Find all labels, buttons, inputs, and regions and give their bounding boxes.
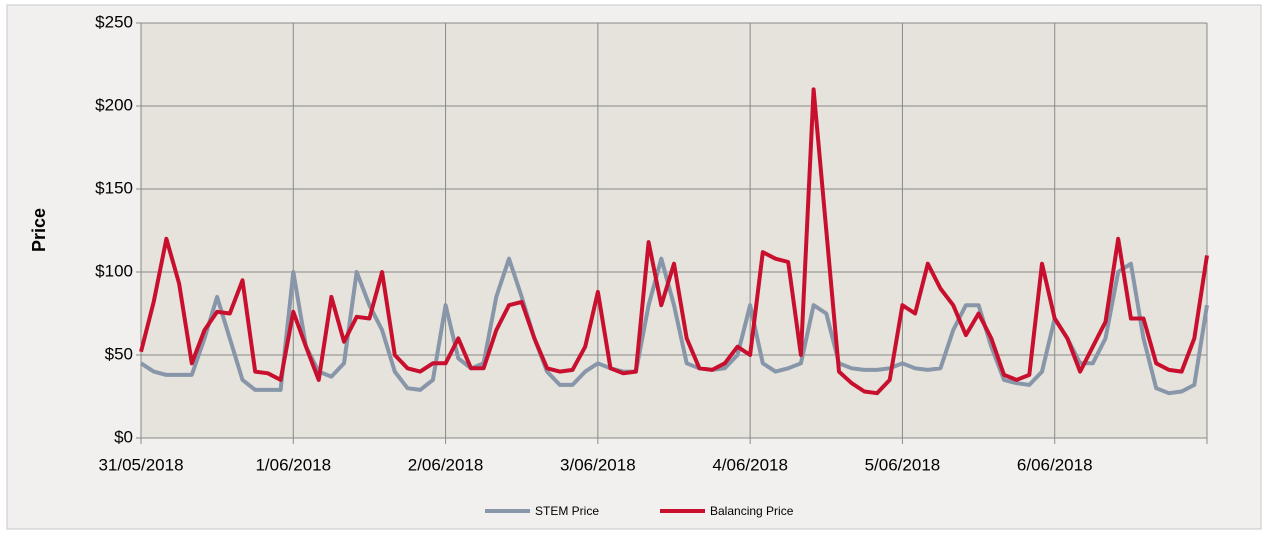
x-tick-label: 2/06/2018 [408, 455, 484, 474]
x-tick-label: 3/06/2018 [560, 455, 636, 474]
y-tick-label: $250 [95, 12, 133, 31]
x-tick-label: 1/06/2018 [255, 455, 331, 474]
x-tick-label: 5/06/2018 [865, 455, 941, 474]
x-tick-label: 6/06/2018 [1017, 455, 1093, 474]
plot-area [141, 23, 1207, 438]
legend-label: STEM Price [535, 504, 599, 518]
x-tick-label: 4/06/2018 [712, 455, 788, 474]
y-tick-label: $150 [95, 178, 133, 197]
y-axis-label: Price [29, 208, 49, 252]
x-tick-label: 31/05/2018 [98, 455, 183, 474]
y-tick-label: $0 [114, 427, 133, 446]
y-tick-label: $100 [95, 261, 133, 280]
y-tick-label: $50 [105, 344, 133, 363]
series-line [139, 87, 1209, 396]
legend-label: Balancing Price [710, 504, 794, 518]
y-tick-label: $200 [95, 95, 133, 114]
